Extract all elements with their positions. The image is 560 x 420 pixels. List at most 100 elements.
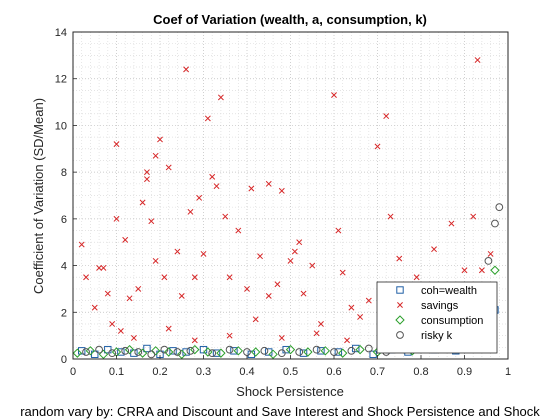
point-savings [335,227,342,234]
point-savings [344,337,351,344]
grid [73,32,508,359]
point-coh-wealth [143,344,151,353]
point-consumption [85,346,96,356]
point-savings [204,115,211,122]
footer-text: random vary by: CRRA and Discount and Sa… [20,404,540,419]
point-risky-k [484,257,493,265]
legend-label-risky-k: risky k [421,330,453,342]
legend-marker-coh-wealth [396,286,404,294]
point-savings [226,332,233,339]
point-consumption [355,344,365,355]
point-consumption [216,348,226,358]
point-savings [152,152,159,159]
x-axis-label: Shock Persistence [236,384,344,399]
point-risky-k [134,348,143,356]
x-tick-label: 0.6 [326,366,341,378]
point-savings [165,164,172,171]
legend-marker-consumption [395,315,405,325]
x-tick-label: 1 [505,366,511,378]
point-savings [413,274,420,281]
x-tick-label: 0.1 [109,366,124,378]
legend-label-savings: savings [421,300,459,312]
point-coh-wealth [230,347,238,355]
point-savings [431,246,438,253]
point-savings [213,183,220,190]
point-savings [183,66,190,73]
point-savings [143,176,150,183]
x-tick-label: 0.4 [239,366,254,378]
point-consumption [150,346,161,356]
legend: coh=wealth savings consumption risky k [376,281,498,354]
x-tick-label: 0.5 [283,366,298,378]
point-consumption [177,349,187,360]
legend-box [376,281,498,354]
point-savings [287,257,294,264]
point-savings [331,92,337,99]
point-savings [109,321,116,327]
point-savings [200,250,207,257]
point-savings [278,335,285,341]
point-consumption [72,348,83,358]
point-savings [217,94,224,101]
point-savings [365,297,372,304]
point-risky-k [347,346,356,355]
y-tick-label: 4 [61,261,67,273]
legend-marker-savings [397,302,403,308]
point-savings [478,267,485,274]
point-savings [387,213,394,220]
point-risky-k [121,346,130,355]
chart-title: Coef of Variation (wealth, a, consumptio… [153,12,427,27]
point-risky-k [295,348,304,356]
point-savings [83,274,90,281]
point-savings [461,267,468,274]
legend-marker-risky-k [396,331,404,339]
point-savings [339,269,346,276]
y-tick-label: 10 [55,120,67,132]
point-savings [235,227,242,234]
point-savings [191,274,198,281]
point-risky-k [312,345,321,354]
point-risky-k [95,345,103,354]
point-savings [278,187,285,194]
point-consumption [285,344,296,355]
point-coh-wealth [334,348,343,356]
point-consumption [137,348,148,358]
point-savings [396,255,403,262]
point-consumption [163,347,174,357]
x-tick-label: 0.8 [413,366,428,378]
point-savings [117,328,124,334]
point-savings [113,215,120,222]
y-tick-label: 2 [61,307,67,319]
y-axis-label: Coefficient of Variation (SD/Mean) [31,98,46,294]
point-risky-k [491,219,499,228]
point-savings [487,250,494,257]
point-savings [191,337,198,344]
point-risky-k [186,346,195,355]
point-savings [78,241,85,248]
point-risky-k [147,350,156,359]
point-savings [474,57,481,63]
point-savings [274,281,281,288]
point-savings [113,141,120,148]
legend-label-consumption: consumption [421,315,483,327]
point-savings [222,213,229,220]
legend-label-coh-wealth: coh=wealth [421,285,477,297]
y-tick-label: 14 [55,27,67,39]
point-risky-k [260,346,269,355]
point-savings [100,264,107,271]
point-savings [265,180,272,187]
point-risky-k [208,349,217,358]
point-coh-wealth [352,344,360,353]
point-savings [104,290,111,297]
point-savings [257,253,264,260]
x-tick-label: 0.3 [196,366,211,378]
y-tick-label: 12 [55,74,67,86]
point-savings [178,292,185,299]
point-consumption [190,344,200,355]
point-savings [161,274,168,281]
point-coh-wealth [212,349,221,357]
point-coh-wealth [317,347,325,355]
point-consumption [203,347,213,357]
point-savings [309,262,316,269]
point-coh-wealth [117,348,125,356]
